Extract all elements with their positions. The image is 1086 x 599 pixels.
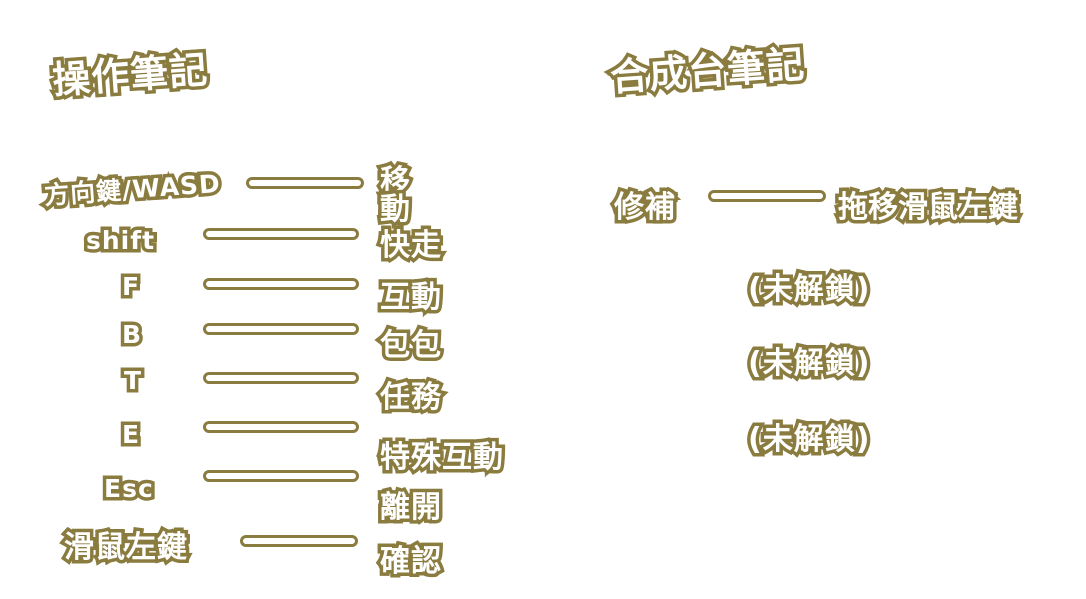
separator-line	[203, 421, 359, 433]
action-label-leave: 離開	[377, 487, 445, 529]
action-label-interact: 互動	[377, 277, 445, 319]
crafting-notes-title: 合成台筆記	[605, 39, 810, 103]
action-label-fast-walk: 快走	[377, 225, 445, 267]
key-label-esc: Esc	[101, 471, 157, 507]
separator-line	[203, 470, 359, 482]
separator-line	[203, 228, 359, 240]
separator-line	[203, 278, 359, 290]
key-label-b: B	[118, 317, 144, 353]
key-label-shift: shift	[82, 223, 157, 259]
crafting-action-drag: 拖移滑鼠左鍵	[835, 187, 1022, 229]
locked-slot-label: (未解鎖)	[744, 343, 872, 385]
separator-line	[708, 190, 826, 202]
locked-slot-label: (未解鎖)	[744, 419, 872, 461]
key-label-e: E	[118, 417, 142, 453]
action-label-confirm: 確認	[377, 541, 445, 583]
action-label-bag: 包包	[377, 325, 445, 367]
separator-line	[240, 535, 358, 547]
locked-slot-label: (未解鎖)	[744, 269, 872, 311]
key-label-f: F	[118, 269, 142, 305]
key-label-t: T	[120, 363, 144, 399]
separator-line	[203, 323, 359, 335]
separator-line	[203, 372, 359, 384]
action-label-move: 移動	[377, 163, 414, 228]
separator-line	[246, 177, 364, 189]
key-label-left-mouse: 滑鼠左鍵	[61, 527, 191, 569]
key-label-direction: 方向鍵/WASD	[40, 165, 225, 213]
operation-notes-title: 操作筆記	[47, 44, 213, 106]
action-label-quest: 任務	[377, 377, 445, 419]
crafting-key-repair: 修補	[611, 187, 679, 229]
action-label-special-interact: 特殊互動	[377, 437, 507, 479]
